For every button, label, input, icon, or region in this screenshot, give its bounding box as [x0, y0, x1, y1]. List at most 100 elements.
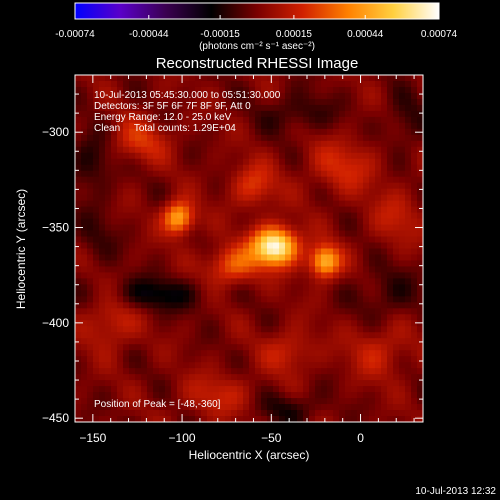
heatmap-cell — [405, 320, 412, 327]
heatmap-cell — [267, 350, 274, 357]
heatmap-cell — [357, 314, 364, 321]
heatmap-cell — [195, 164, 202, 172]
heatmap-cell — [309, 368, 316, 375]
heatmap-cell — [159, 146, 166, 154]
heatmap-cell — [339, 380, 346, 387]
heatmap-cell — [213, 344, 220, 351]
heatmap-cell — [159, 302, 166, 309]
heatmap-cell — [117, 134, 124, 142]
heatmap-cell — [201, 212, 208, 220]
heatmap-cell — [375, 302, 382, 309]
heatmap-cell — [171, 260, 178, 268]
heatmap-cell — [399, 158, 406, 166]
heatmap-cell — [333, 230, 340, 238]
heatmap-cell — [333, 302, 340, 309]
heatmap-cell — [207, 362, 214, 369]
heatmap-cell — [261, 368, 268, 375]
heatmap-cell — [141, 140, 148, 148]
heatmap-cell — [333, 92, 340, 100]
heatmap-cell — [153, 374, 160, 381]
heatmap-cell — [237, 344, 244, 351]
heatmap-cell — [387, 320, 394, 327]
heatmap-cell — [303, 230, 310, 238]
heatmap-cell — [249, 314, 256, 321]
heatmap-cell — [81, 98, 88, 106]
heatmap-cell — [309, 308, 316, 315]
heatmap-cell — [93, 380, 100, 387]
heatmap-cell — [93, 326, 100, 333]
heatmap-cell — [381, 146, 388, 154]
heatmap-cell — [117, 278, 124, 285]
heatmap-cell — [303, 236, 310, 244]
heatmap-cell — [399, 314, 406, 321]
heatmap-cell — [171, 140, 178, 148]
heatmap-cell — [279, 182, 286, 190]
heatmap-cell — [369, 356, 376, 363]
heatmap-cell — [81, 254, 88, 262]
heatmap-cell — [357, 344, 364, 351]
heatmap-cell — [363, 200, 370, 208]
heatmap-cell — [351, 152, 358, 160]
heatmap-cell — [87, 398, 94, 405]
heatmap-cell — [249, 272, 256, 280]
heatmap-cell — [279, 344, 286, 351]
heatmap-cell — [321, 296, 328, 303]
peak-position-label: Position of Peak = [-48,-360] — [94, 399, 221, 410]
heatmap-cell — [243, 230, 250, 238]
heatmap-cell — [117, 206, 124, 214]
heatmap-cell — [285, 230, 292, 238]
heatmap-cell — [99, 158, 106, 166]
heatmap-cell — [201, 290, 208, 297]
heatmap-cell — [225, 146, 232, 154]
heatmap-cell — [81, 236, 88, 244]
heatmap-cell — [129, 242, 136, 250]
heatmap-cell — [297, 344, 304, 351]
heatmap-cell — [165, 260, 172, 268]
heatmap-cell — [297, 230, 304, 238]
heatmap-cell — [411, 98, 418, 106]
heatmap-cell — [129, 152, 136, 160]
heatmap-cell — [303, 362, 310, 369]
heatmap-cell — [225, 158, 232, 166]
heatmap-cell — [189, 296, 196, 303]
heatmap-cell — [249, 380, 256, 387]
heatmap-cell — [405, 182, 412, 190]
heatmap-cell — [363, 296, 370, 303]
heatmap-cell — [99, 272, 106, 280]
heatmap-cell — [105, 296, 112, 303]
heatmap-cell — [351, 122, 358, 130]
heatmap-cell — [243, 194, 250, 202]
heatmap-cell — [195, 398, 202, 405]
heatmap-cell — [405, 86, 412, 94]
heatmap-cell — [213, 272, 220, 280]
heatmap-cell — [387, 362, 394, 369]
heatmap-cell — [369, 326, 376, 333]
heatmap-cell — [123, 110, 130, 118]
heatmap-cell — [351, 158, 358, 166]
heatmap-cell — [117, 212, 124, 220]
heatmap-cell — [147, 176, 154, 184]
heatmap-cell — [369, 212, 376, 220]
heatmap-cell — [177, 206, 184, 214]
heatmap-cell — [279, 314, 286, 321]
heatmap-cell — [165, 200, 172, 208]
heatmap-cell — [351, 194, 358, 202]
heatmap-cell — [411, 230, 418, 238]
heatmap-cell — [75, 164, 82, 172]
heatmap-cell — [297, 308, 304, 315]
heatmap-cell — [321, 104, 328, 112]
heatmap-cell — [381, 98, 388, 106]
heatmap-cell — [297, 122, 304, 130]
heatmap-cell — [141, 326, 148, 333]
heatmap-cell — [387, 242, 394, 250]
heatmap-cell — [141, 260, 148, 268]
heatmap-cell — [357, 182, 364, 190]
heatmap-cell — [273, 194, 280, 202]
heatmap-cell — [81, 86, 88, 94]
heatmap-cell — [75, 230, 82, 238]
heatmap-cell — [351, 272, 358, 280]
heatmap-cell — [303, 212, 310, 220]
heatmap-cell — [291, 380, 298, 387]
heatmap-cell — [237, 200, 244, 208]
heatmap-cell — [117, 320, 124, 327]
